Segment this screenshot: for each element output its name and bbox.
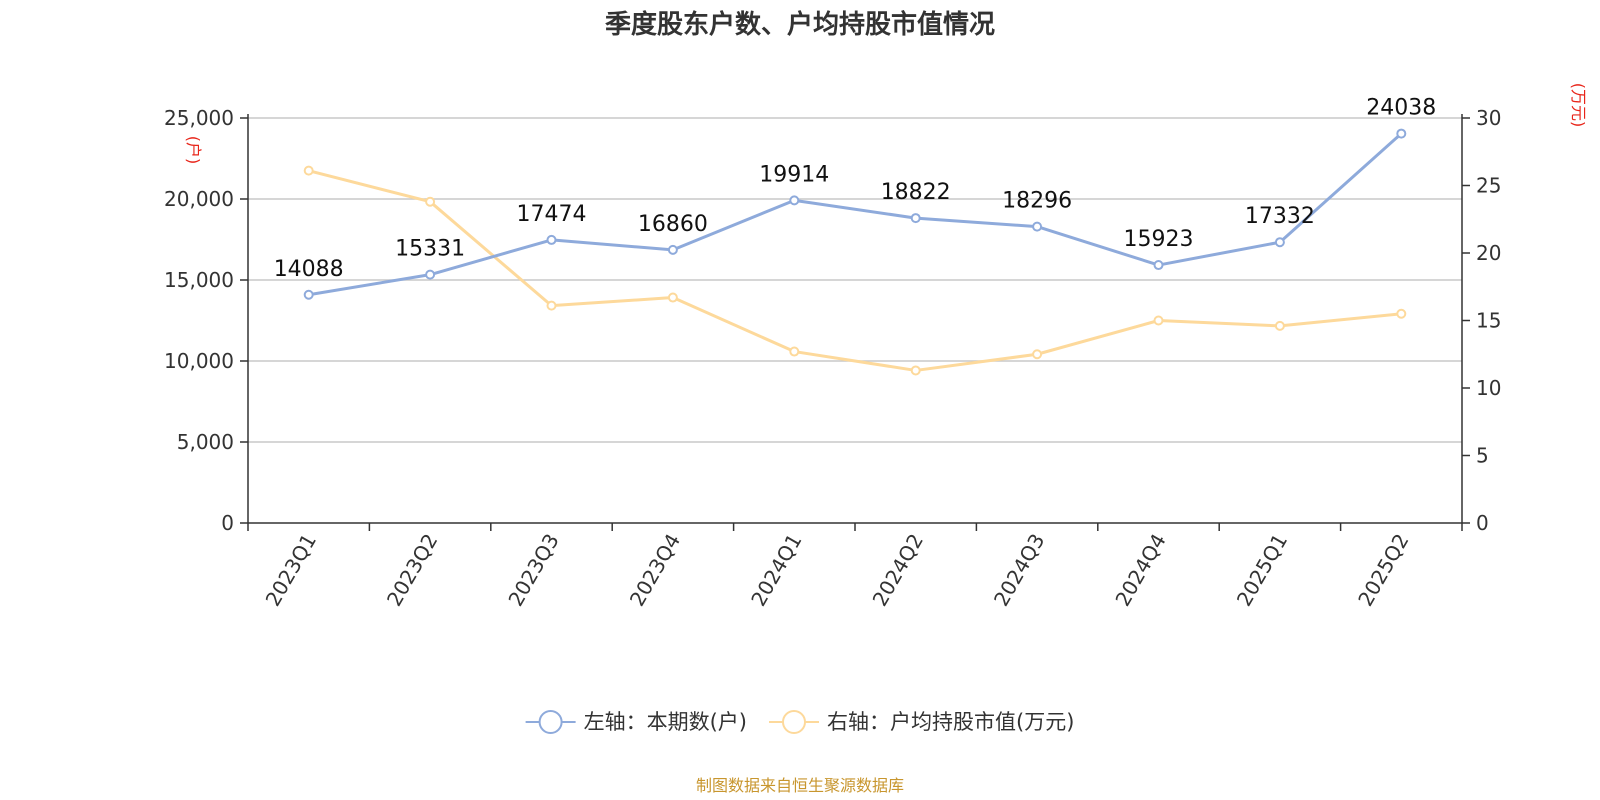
data-point-left bbox=[910, 213, 921, 224]
legend-circle-icon bbox=[538, 710, 563, 734]
data-label: 17474 bbox=[517, 202, 587, 227]
data-label: 14088 bbox=[274, 257, 344, 282]
legend-label: 右轴：户均持股市值(万元) bbox=[827, 710, 1074, 734]
right-axis-ticks: 0 5 10 15 20 25 30 bbox=[1462, 106, 1501, 535]
chart-title: 季度股东户数、户均持股市值情况 bbox=[605, 9, 995, 40]
x-tick-label: 2024Q3 bbox=[989, 530, 1049, 611]
data-label: 16860 bbox=[638, 212, 708, 237]
right-tick-label: 15 bbox=[1476, 309, 1501, 333]
data-labels: 14088 15331 17474 16860 19914 18822 18296 15923… bbox=[274, 96, 1437, 282]
data-label: 17332 bbox=[1245, 204, 1315, 229]
source-note: 制图数据来自恒生聚源数据库 bbox=[696, 776, 904, 795]
data-point-left bbox=[546, 234, 557, 245]
x-tick-label: 2023Q1 bbox=[261, 530, 321, 611]
data-point-left bbox=[789, 195, 800, 206]
x-tick-label: 2023Q4 bbox=[625, 530, 685, 611]
data-point-right bbox=[789, 346, 800, 357]
left-tick-label: 25,000 bbox=[164, 106, 234, 130]
right-axis-unit: (万元) bbox=[1569, 83, 1588, 128]
data-label: 18296 bbox=[1002, 189, 1072, 214]
data-point-left bbox=[303, 289, 314, 300]
left-axis-unit: (户) bbox=[184, 136, 203, 165]
data-point-left bbox=[1396, 128, 1407, 139]
x-tick-label: 2024Q4 bbox=[1110, 530, 1170, 611]
data-point-right bbox=[667, 292, 678, 303]
series-line-right bbox=[308, 169, 1402, 372]
right-tick-label: 0 bbox=[1476, 511, 1489, 535]
data-point-right bbox=[1153, 315, 1164, 326]
x-tick-label: 2023Q2 bbox=[382, 530, 442, 611]
right-tick-label: 25 bbox=[1476, 174, 1501, 198]
x-tick-label: 2023Q3 bbox=[503, 530, 563, 611]
data-point-right bbox=[425, 196, 436, 207]
data-point-left bbox=[1274, 237, 1285, 248]
data-label: 15331 bbox=[395, 237, 465, 262]
left-axis-ticks: 0 5,000 10,000 15,000 20,000 25,000 bbox=[164, 106, 248, 535]
series-lines bbox=[308, 132, 1403, 372]
right-tick-label: 20 bbox=[1476, 241, 1501, 265]
data-point-right bbox=[910, 365, 921, 376]
data-label: 19914 bbox=[759, 162, 829, 187]
data-point-left bbox=[667, 244, 678, 255]
left-tick-label: 15,000 bbox=[164, 268, 234, 292]
left-tick-label: 0 bbox=[221, 511, 234, 535]
right-tick-label: 10 bbox=[1476, 376, 1501, 400]
data-point-left bbox=[1032, 221, 1043, 232]
data-label: 15923 bbox=[1124, 227, 1194, 252]
series-points bbox=[303, 128, 1407, 376]
legend-circle-icon bbox=[782, 710, 806, 734]
data-point-right bbox=[546, 300, 557, 311]
data-point-right bbox=[303, 165, 314, 176]
right-tick-label: 5 bbox=[1476, 444, 1489, 468]
x-tick-label: 2024Q1 bbox=[746, 530, 806, 611]
x-tick-label: 2024Q2 bbox=[868, 530, 928, 611]
data-label: 24038 bbox=[1366, 96, 1436, 121]
data-point-right bbox=[1032, 349, 1043, 360]
data-point-left bbox=[425, 269, 436, 280]
data-point-left bbox=[1153, 260, 1164, 271]
series-line-left bbox=[308, 132, 1403, 297]
legend-item-0[interactable]: 左轴：本期数(户) bbox=[525, 710, 747, 734]
legend: 左轴：本期数(户) 右轴：户均持股市值(万元) bbox=[525, 710, 1074, 734]
right-tick-label: 30 bbox=[1476, 106, 1501, 130]
gridlines bbox=[248, 117, 1462, 443]
left-tick-label: 20,000 bbox=[164, 187, 234, 211]
legend-item-1[interactable]: 右轴：户均持股市值(万元) bbox=[769, 710, 1074, 734]
left-tick-label: 5,000 bbox=[177, 430, 234, 454]
data-point-right bbox=[1274, 320, 1285, 331]
left-tick-label: 10,000 bbox=[164, 349, 234, 373]
x-tick-label: 2025Q1 bbox=[1232, 530, 1292, 611]
data-label: 18822 bbox=[881, 180, 951, 205]
x-tick-label: 2025Q2 bbox=[1353, 530, 1413, 611]
axes bbox=[247, 114, 1463, 524]
x-axis-ticks: 2023Q1 2023Q2 2023Q3 2023Q4 2024Q1 2024Q2 2024… bbox=[247, 523, 1463, 611]
data-point-right bbox=[1396, 308, 1407, 319]
legend-label: 左轴：本期数(户) bbox=[584, 710, 747, 734]
